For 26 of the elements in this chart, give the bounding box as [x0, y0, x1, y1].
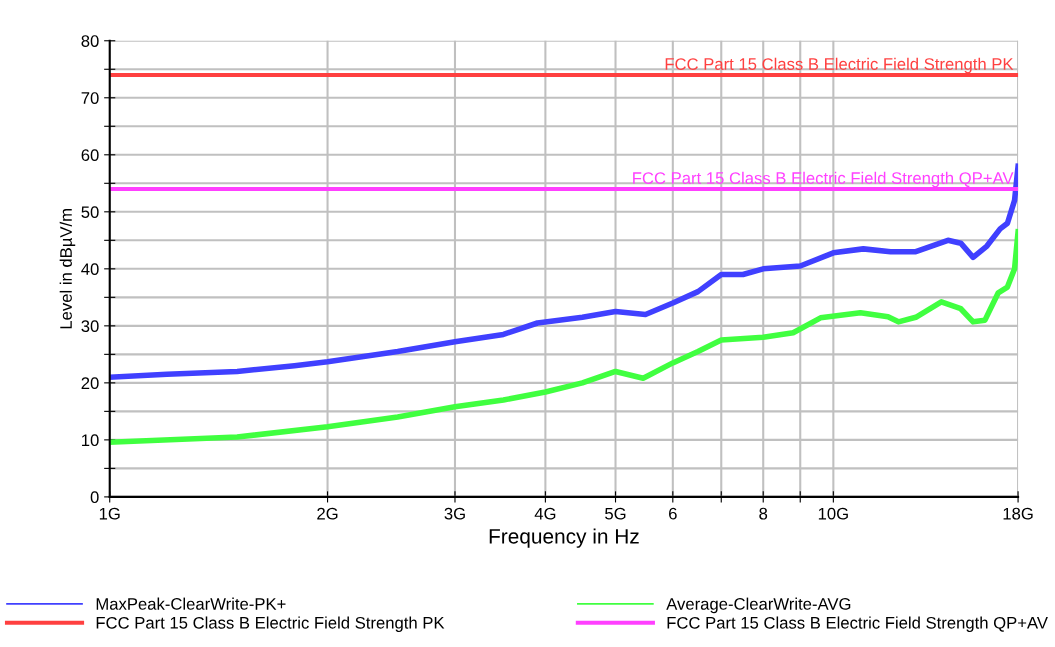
- x-tick-label: 8: [759, 507, 768, 520]
- text: FCC Part 15 Class B Electric Field Strength QP+AV: [667, 616, 1048, 632]
- x-tick-label: 18G: [1003, 507, 1033, 520]
- x-tick-label: 3G: [444, 507, 465, 520]
- y-tick-label: 40: [81, 263, 99, 276]
- legend-label: MaxPeak-ClearWrite-PK+: [96, 597, 286, 610]
- y-axis-title: Level in dBµV/m: [59, 209, 76, 329]
- y-tick-label: 20: [81, 377, 99, 390]
- ref-line-label: FCC Part 15 Class B Electric Field Strength QP+AV: [633, 171, 1014, 188]
- y-tick-label: 70: [81, 92, 99, 104]
- text: FCC Part 15 Class B Electric Field Strength PK: [96, 616, 445, 632]
- y-tick-label: 0: [90, 491, 99, 504]
- x-tick-label: 1G: [99, 507, 120, 520]
- x-tick-label: 4G: [534, 507, 556, 520]
- y-tick-label: 50: [81, 206, 99, 219]
- y-tick-label: 30: [81, 320, 99, 333]
- legend-label: Average-ClearWrite-AVG: [666, 597, 851, 614]
- y-tick-label: 60: [81, 149, 99, 161]
- ref-line-label: FCC Part 15 Class B Electric Field Strength PK: [665, 57, 1014, 74]
- x-tick-label: 10G: [818, 507, 848, 520]
- x-tick-label: 6: [669, 507, 677, 520]
- x-axis-title: Frequency in Hz: [489, 528, 639, 548]
- y-tick-label: 10: [82, 434, 99, 447]
- x-tick-label: 2G: [317, 507, 338, 520]
- x-tick-label: 5G: [605, 507, 626, 520]
- y-tick-label: 80: [81, 35, 99, 47]
